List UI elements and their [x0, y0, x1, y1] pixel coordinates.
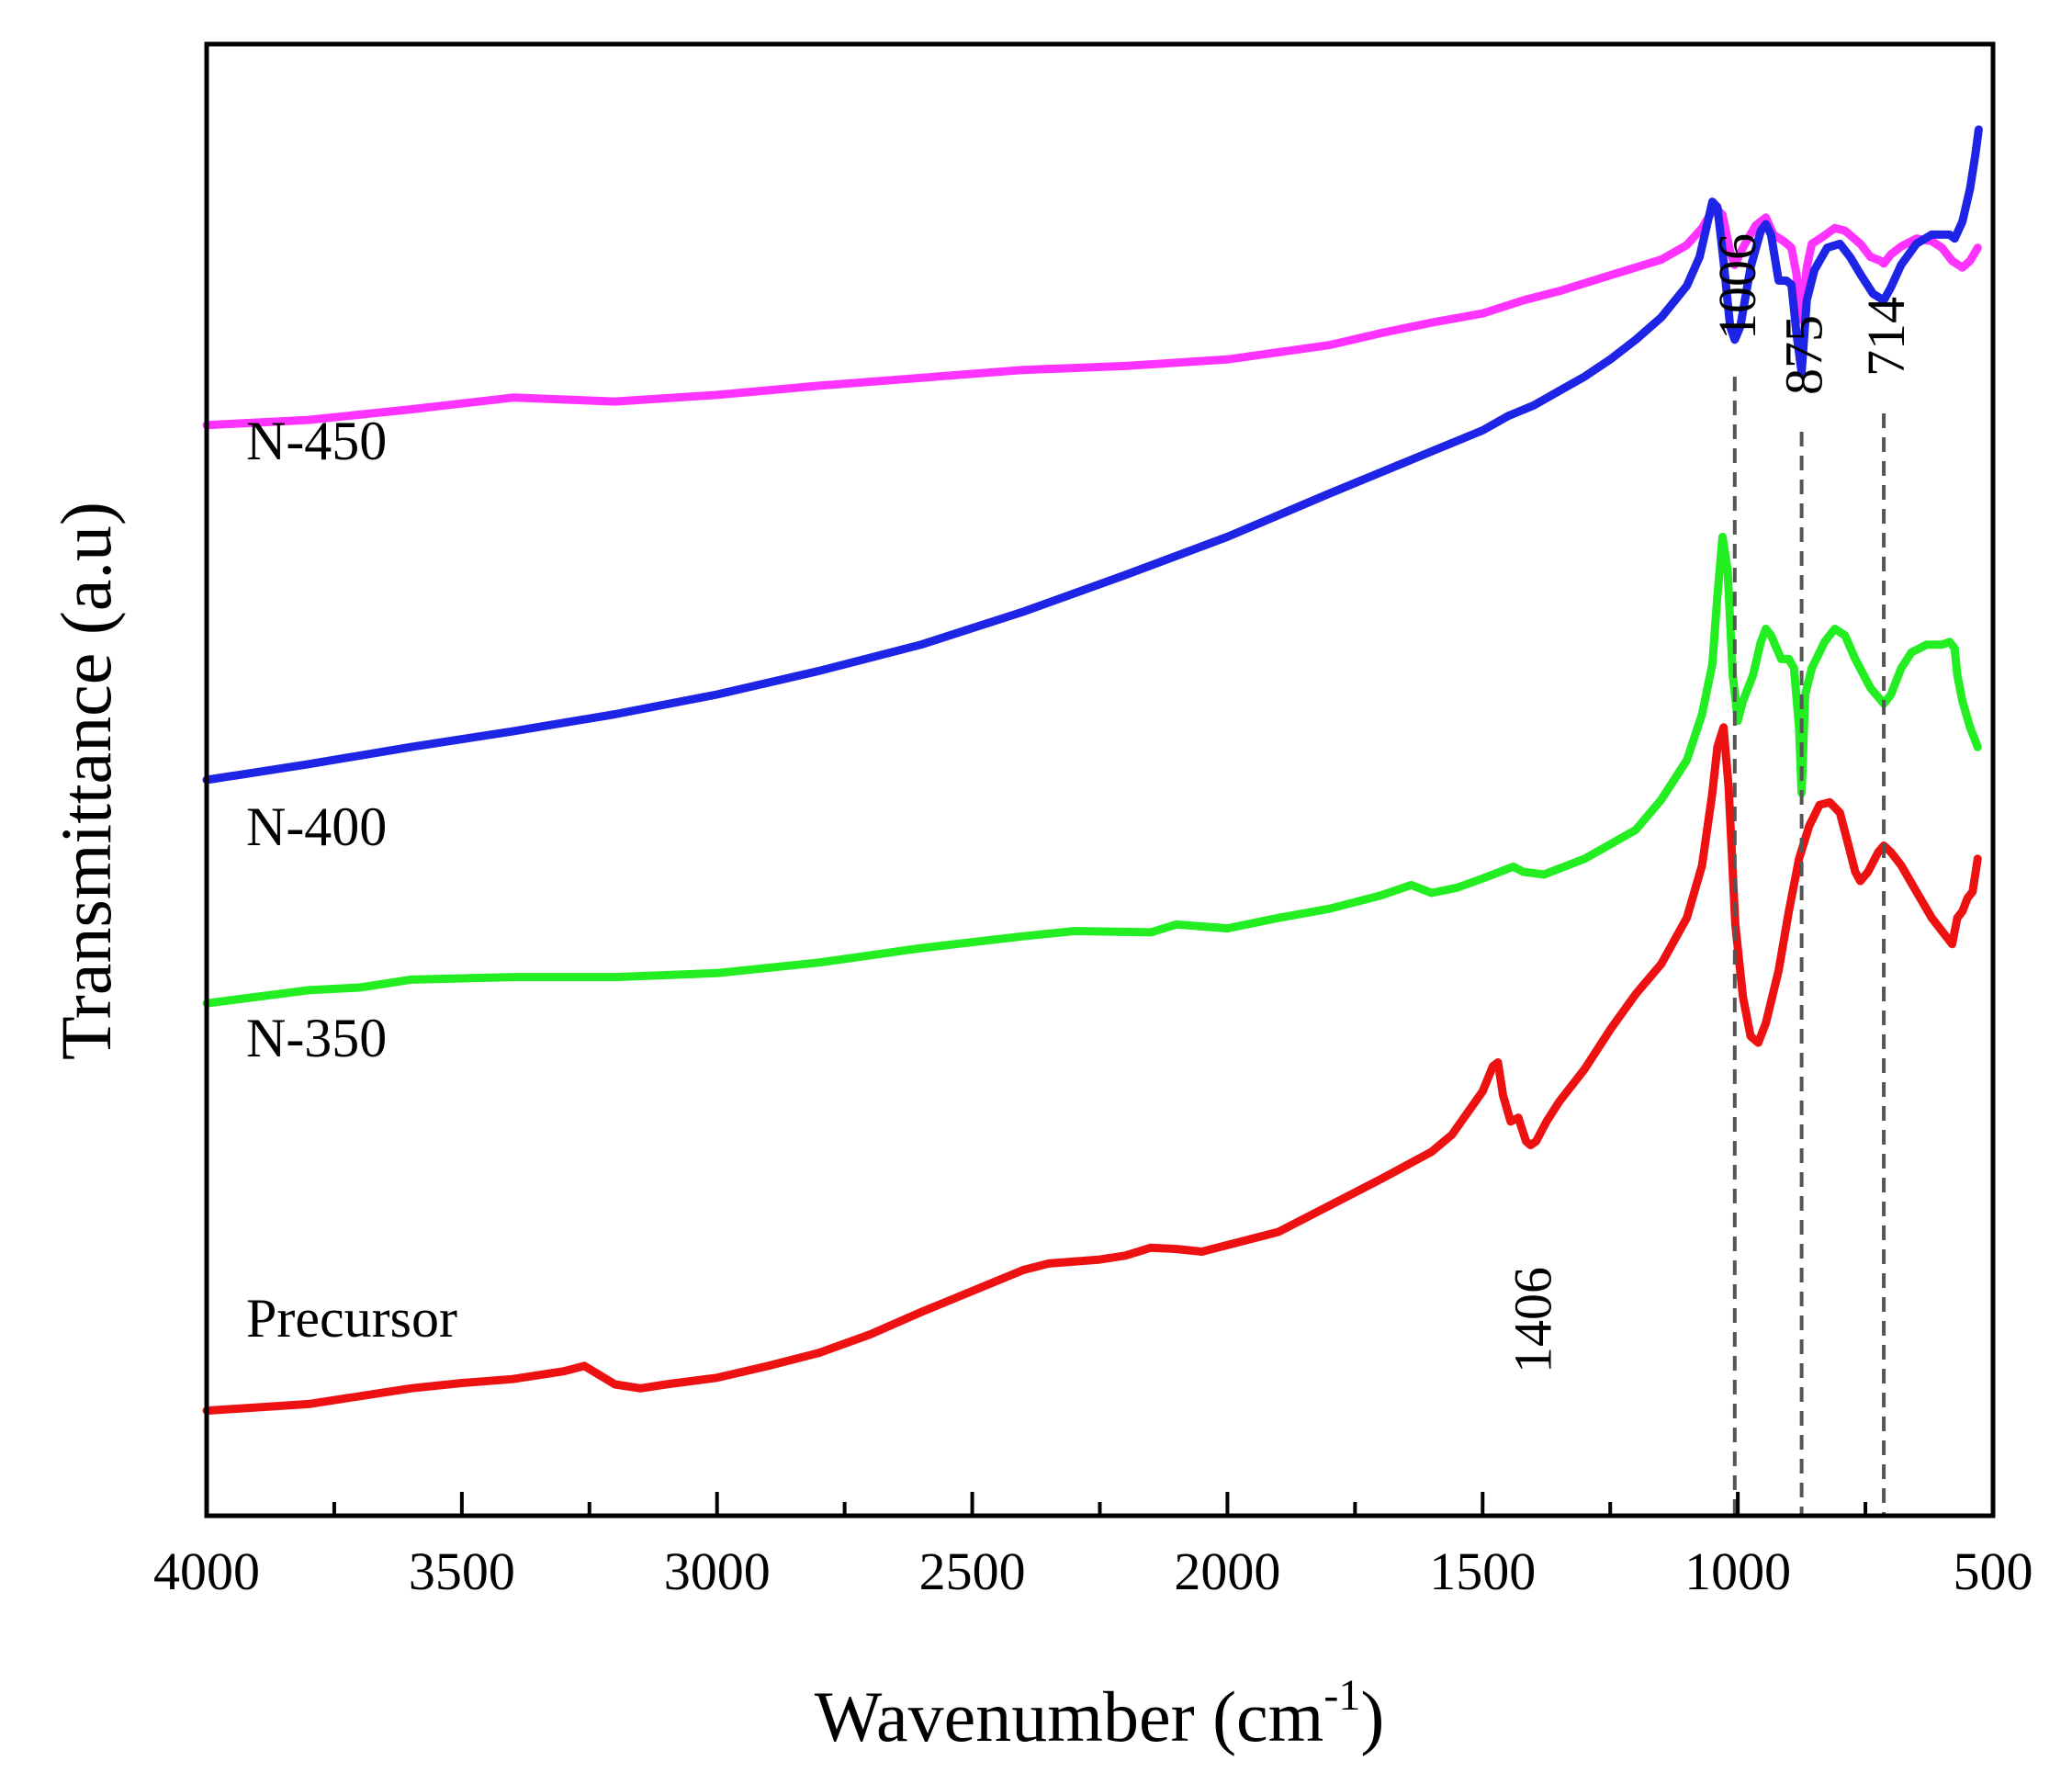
series-line-n-400: [202, 125, 1983, 785]
x-tick-label-500: 500: [1954, 1541, 2033, 1601]
peak-label-1406: 1406: [1503, 1267, 1563, 1373]
x-axis-title-sup: -1: [1323, 1671, 1360, 1720]
series-layer: [202, 125, 1983, 1416]
series-line-precursor: [202, 723, 1982, 1416]
series-label-n-400: N-400: [246, 796, 387, 857]
peak-label-714: 714: [1856, 297, 1916, 377]
x-tick-label-1000: 1000: [1684, 1541, 1791, 1601]
series-line-n-350: [202, 532, 1982, 1008]
x-tick-label-3500: 3500: [409, 1541, 515, 1601]
x-axis-title-tail: ): [1360, 1677, 1384, 1756]
y-axis-title: Transmittance (a.u): [46, 502, 126, 1060]
series-labels: N-450 N-400 N-350 Precursor: [246, 411, 457, 1349]
x-axis-title: Wavenumber (cm-1): [815, 1671, 1385, 1756]
series-line-n-450: [202, 202, 1982, 430]
x-tick-label-3000: 3000: [664, 1541, 771, 1601]
x-axis-ticks: 4000 3500 3000 2500 2000 1500 1000 500: [153, 1492, 2033, 1601]
x-tick-label-4000: 4000: [153, 1541, 260, 1601]
x-tick-label-2500: 2500: [919, 1541, 1026, 1601]
peak-label-875: 875: [1774, 315, 1834, 395]
x-axis-title-main: Wavenumber (cm: [815, 1677, 1324, 1756]
reference-lines: [1732, 377, 1886, 1516]
x-tick-label-1500: 1500: [1429, 1541, 1536, 1601]
series-label-n-350: N-350: [246, 1008, 387, 1068]
x-tick-label-2000: 2000: [1174, 1541, 1280, 1601]
series-label-precursor: Precursor: [246, 1288, 457, 1349]
series-label-n-450: N-450: [246, 411, 387, 471]
peak-label-1006: 1006: [1707, 233, 1767, 340]
